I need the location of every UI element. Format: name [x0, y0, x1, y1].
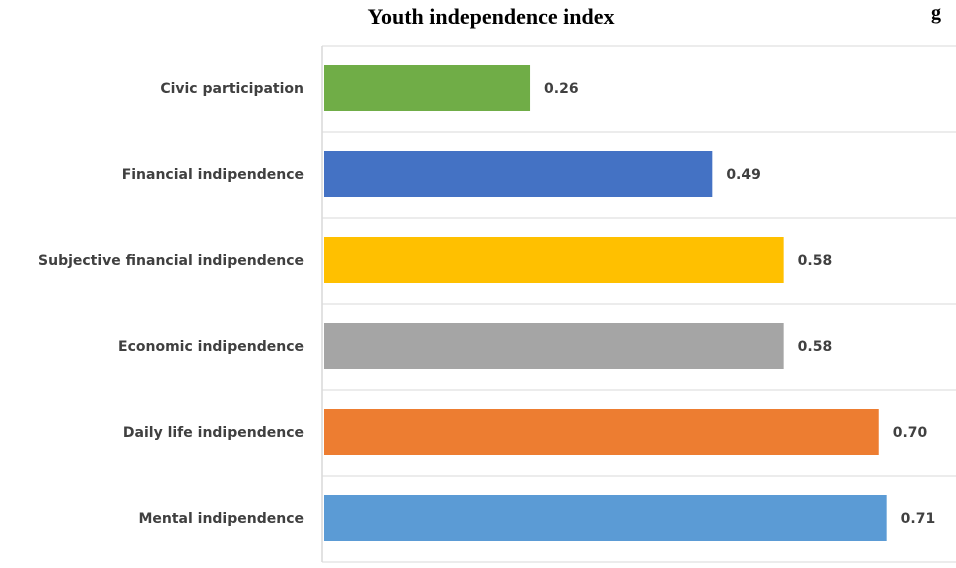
category-label: Civic participation — [160, 81, 304, 97]
clipped-text-fragment: g — [931, 2, 941, 24]
data-label: 0.70 — [893, 425, 928, 441]
chart-title: Youth independence index — [367, 4, 615, 29]
category-label: Mental indipendence — [138, 511, 304, 527]
data-label: 0.49 — [726, 167, 761, 183]
category-label: Subjective financial indipendence — [38, 253, 304, 269]
data-label: 0.71 — [901, 511, 936, 527]
bar — [324, 495, 887, 541]
bar — [324, 151, 713, 197]
bars — [324, 65, 887, 541]
category-label: Economic indipendence — [118, 339, 304, 355]
bar — [324, 237, 784, 283]
data-label: 0.58 — [798, 339, 833, 355]
category-label: Financial indipendence — [122, 167, 304, 183]
data-label: 0.26 — [544, 81, 579, 97]
gridlines — [321, 45, 956, 563]
data-label: 0.58 — [798, 253, 833, 269]
bar — [324, 409, 879, 455]
category-label: Daily life indipendence — [123, 425, 304, 441]
bar — [324, 65, 531, 111]
labels: Civic participation 0.26 Financial indipen… — [38, 81, 935, 527]
bar — [324, 323, 784, 369]
